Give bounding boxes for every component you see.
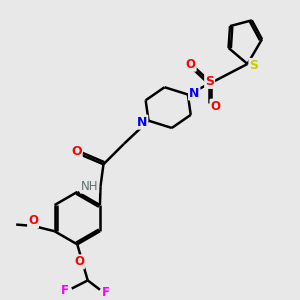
Text: NH: NH [81, 180, 98, 193]
Text: O: O [186, 58, 196, 71]
Text: O: O [74, 255, 84, 268]
Text: N: N [189, 86, 200, 100]
Text: O: O [28, 214, 38, 227]
Text: O: O [71, 145, 82, 158]
Text: F: F [102, 286, 110, 298]
Text: O: O [211, 100, 220, 112]
Text: S: S [249, 59, 258, 72]
Text: S: S [205, 75, 214, 88]
Text: F: F [61, 284, 69, 297]
Text: N: N [137, 116, 147, 129]
